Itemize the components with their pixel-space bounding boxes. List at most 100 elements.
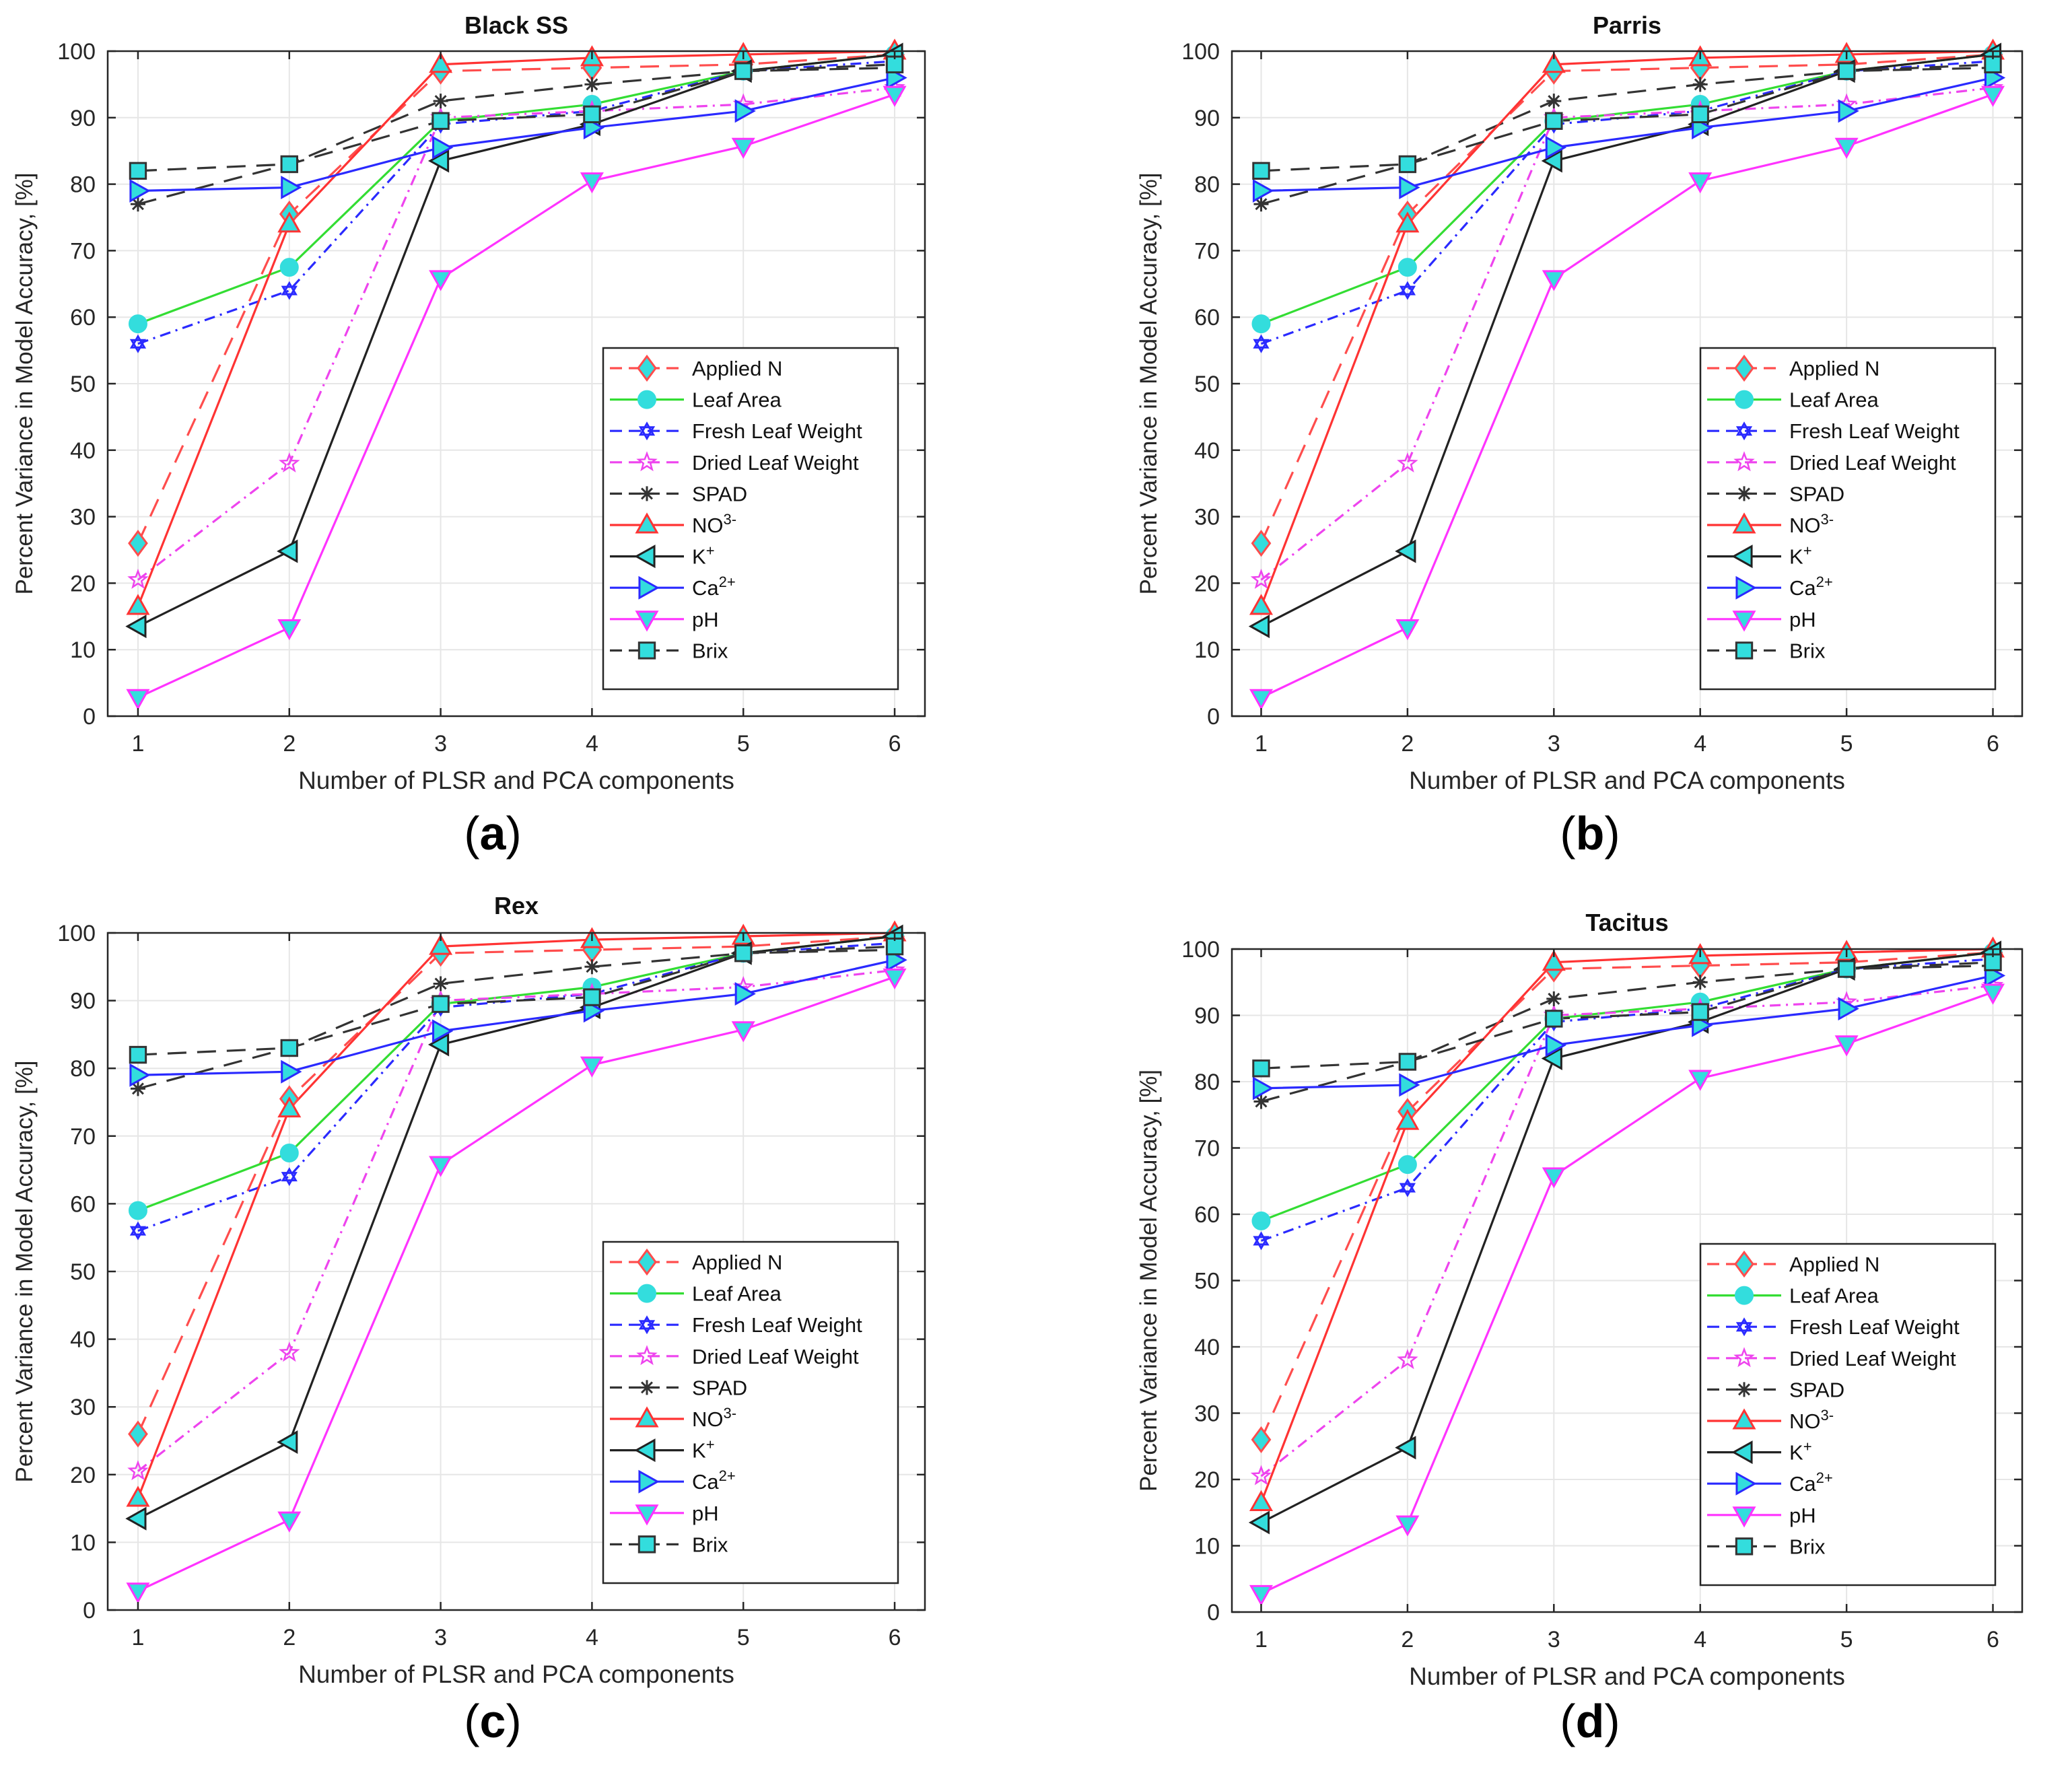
x-tick-label: 4 bbox=[586, 731, 598, 757]
series-line-ph bbox=[137, 975, 895, 1593]
x-tick-label: 1 bbox=[1255, 731, 1268, 757]
y-tick-label: 10 bbox=[70, 1530, 96, 1556]
x-axis-label: Number of PLSR and PCA components bbox=[298, 1661, 734, 1688]
data-point-fresh-leaf-weight-a bbox=[281, 1167, 298, 1182]
data-point-ph bbox=[580, 172, 604, 194]
legend: Applied N Leaf Area Fresh Leaf Weight Dried… bbox=[602, 347, 899, 691]
panel-label-close: ) bbox=[1604, 807, 1620, 860]
legend-marker-fresh-leaf-weight-a bbox=[1735, 421, 1753, 436]
data-point-ph bbox=[731, 137, 755, 159]
legend-marker-fresh-leaf-weight bbox=[638, 1315, 656, 1335]
y-tick-label: 70 bbox=[1194, 1136, 1220, 1162]
data-point-brix bbox=[1691, 1003, 1709, 1021]
legend-marker-spad-d2 bbox=[1738, 487, 1750, 500]
legend-marker-ca bbox=[638, 1469, 660, 1494]
legend-label-superscript: + bbox=[706, 1436, 715, 1453]
data-point-leaf-area bbox=[1397, 258, 1417, 277]
x-tick-label: 4 bbox=[1694, 731, 1706, 757]
legend-marker-spad-d2 bbox=[641, 1381, 653, 1394]
legend-label-ca: Ca2+ bbox=[692, 1467, 736, 1494]
y-tick-label: 50 bbox=[70, 372, 96, 397]
data-point-fresh-leaf-weight-a bbox=[1399, 281, 1416, 295]
legend-label-base: K bbox=[692, 545, 706, 569]
data-point-ca bbox=[1545, 1033, 1566, 1057]
series-line-applied-n bbox=[137, 935, 895, 1435]
legend-label-spad: SPAD bbox=[692, 482, 747, 505]
legend-marker-leaf-area bbox=[1735, 1286, 1754, 1305]
series-group bbox=[125, 38, 907, 711]
legend-label-k: K+ bbox=[1789, 543, 1812, 569]
series-line-dried-leaf-weight bbox=[137, 86, 895, 581]
data-point-no3 bbox=[1542, 950, 1566, 971]
series-group bbox=[1248, 38, 2006, 711]
legend: Applied N Leaf Area Fresh Leaf Weight Dried… bbox=[602, 1241, 899, 1584]
legend-marker-applied-n bbox=[637, 1248, 657, 1276]
data-point-no3 bbox=[126, 594, 150, 615]
legend-label-base: Ca bbox=[692, 1470, 719, 1494]
legend-marker-leaf-area bbox=[637, 1284, 656, 1303]
legend-label-ca: Ca2+ bbox=[1789, 573, 1833, 600]
y-tick-label: 30 bbox=[1194, 1401, 1220, 1427]
legend-label-no3: NO3- bbox=[1789, 1407, 1834, 1433]
y-tick-label: 60 bbox=[1194, 1202, 1220, 1228]
y-tick-label: 60 bbox=[1194, 305, 1220, 330]
data-point-fresh-leaf-weight-a bbox=[1253, 1231, 1270, 1246]
legend-label-ca: Ca2+ bbox=[692, 573, 736, 600]
legend-marker-fresh-leaf-weight-a bbox=[638, 1315, 656, 1330]
data-point-spad bbox=[1692, 975, 1708, 990]
data-point-dried-leaf-weight bbox=[1397, 1349, 1418, 1370]
x-tick-label: 1 bbox=[132, 1625, 145, 1650]
series-line-no3 bbox=[1259, 948, 1993, 1504]
data-point-brix bbox=[1837, 62, 1856, 80]
data-point-brix bbox=[734, 62, 753, 80]
legend-label-superscript: 3- bbox=[724, 511, 737, 528]
data-point-ph bbox=[277, 1511, 302, 1533]
x-tick-label: 2 bbox=[283, 1625, 296, 1650]
data-point-ca bbox=[281, 176, 302, 200]
legend-label-no3: NO3- bbox=[1789, 511, 1834, 537]
legend-marker-no3 bbox=[1732, 1408, 1756, 1430]
legend-marker-brix bbox=[637, 641, 656, 660]
data-point-brix bbox=[1252, 1059, 1270, 1078]
series-line-ph bbox=[137, 93, 895, 699]
data-point-no3 bbox=[429, 934, 453, 955]
data-point-ca bbox=[1399, 1073, 1420, 1097]
data-point-fresh-leaf-weight bbox=[281, 281, 298, 300]
data-point-no3 bbox=[429, 52, 453, 73]
data-point-spad bbox=[433, 976, 448, 991]
y-tick-label: 90 bbox=[70, 106, 96, 131]
data-point-spad-d2 bbox=[1255, 1095, 1268, 1108]
x-axis-label: Number of PLSR and PCA components bbox=[1409, 767, 1845, 794]
data-point-fresh-leaf-weight bbox=[1399, 281, 1416, 300]
data-point-k bbox=[427, 149, 450, 173]
legend-label-superscript: 3- bbox=[1821, 511, 1834, 528]
data-point-spad bbox=[584, 959, 600, 975]
data-point-fresh-leaf-weight-b bbox=[1253, 339, 1270, 353]
data-point-spad bbox=[1253, 1094, 1269, 1109]
panel-label-close: ) bbox=[506, 807, 521, 860]
y-tick-label: 90 bbox=[1194, 1004, 1220, 1029]
y-tick-label: 70 bbox=[70, 238, 96, 264]
data-point-fresh-leaf-weight-b bbox=[1399, 1183, 1416, 1197]
data-point-spad-d2 bbox=[1548, 95, 1560, 108]
series-line-dried-leaf-weight bbox=[1260, 984, 1993, 1477]
data-point-k bbox=[277, 1430, 298, 1455]
data-point-brix bbox=[583, 105, 601, 124]
data-point-fresh-leaf-weight bbox=[129, 334, 147, 353]
chart-title: Parris bbox=[1593, 11, 1661, 39]
data-point-dried-leaf-weight bbox=[1397, 452, 1418, 473]
data-point-spad-d2 bbox=[1694, 78, 1706, 91]
legend-marker-applied-n bbox=[637, 354, 657, 382]
legend-label-ph: pH bbox=[692, 608, 719, 631]
legend-marker-fresh-leaf-weight bbox=[1735, 421, 1753, 441]
y-tick-label: 50 bbox=[70, 1259, 96, 1285]
data-point-applied-n bbox=[128, 530, 148, 557]
legend-label-spad: SPAD bbox=[1789, 482, 1844, 505]
ticks bbox=[1232, 948, 2022, 1613]
legend-marker-fresh-leaf-weight-b bbox=[1735, 1322, 1753, 1337]
data-point-ph bbox=[1688, 1070, 1713, 1091]
legend-marker-k bbox=[1731, 545, 1753, 569]
data-point-spad-d2 bbox=[434, 977, 447, 990]
legend-label-base: NO bbox=[1789, 1409, 1821, 1433]
data-point-ph bbox=[1249, 689, 1273, 711]
